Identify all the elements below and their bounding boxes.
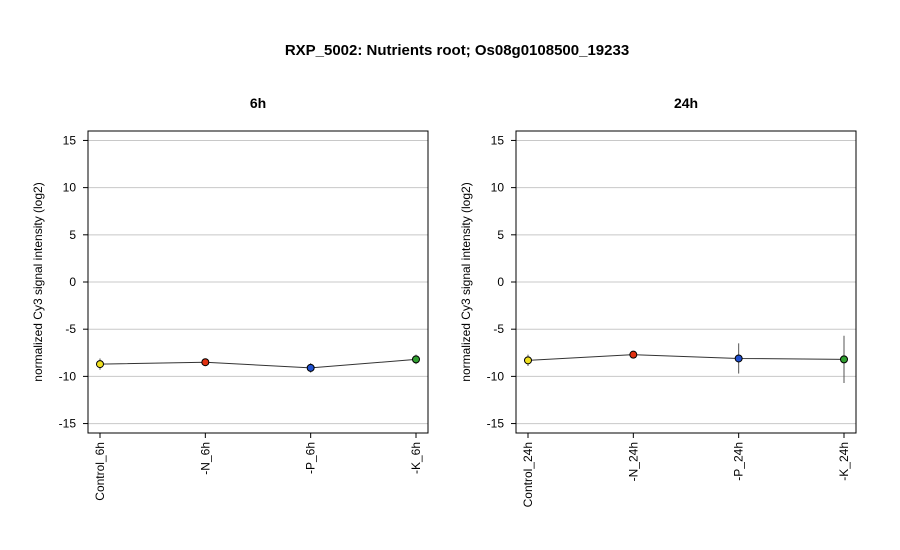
y-tick-label: -15 [487, 417, 505, 431]
y-tick-label: -10 [487, 369, 505, 383]
x-tick-label: Control_6h [93, 442, 107, 501]
data-point [306, 363, 315, 372]
y-tick-label: 0 [69, 275, 76, 289]
y-tick-label: -5 [493, 322, 504, 336]
y-tick-label: 15 [491, 133, 505, 147]
data-point [412, 355, 420, 364]
y-tick-label: 5 [69, 228, 76, 242]
x-tick-label: -K_6h [409, 442, 423, 474]
x-tick-label: -N_24h [626, 442, 640, 481]
y-tick-label: 0 [497, 275, 504, 289]
x-tick-label: -K_24h [837, 442, 851, 481]
y-tick-label: -15 [59, 417, 77, 431]
y-axis-label: normalized Cy3 signal intensity (log2) [459, 182, 473, 381]
data-point [840, 355, 848, 364]
main-title: RXP_5002: Nutrients root; Os08g0108500_1… [285, 42, 629, 59]
y-tick-label: 5 [497, 228, 504, 242]
data-point [201, 358, 210, 367]
x-tick-label: -P_24h [732, 442, 746, 481]
y-tick-label: -10 [59, 369, 77, 383]
y-tick-label: -5 [65, 322, 76, 336]
data-point [734, 354, 743, 363]
data-point [524, 356, 532, 365]
series-line [527, 354, 845, 361]
y-tick-label: 15 [63, 133, 77, 147]
panel-title: 24h [674, 95, 698, 111]
y-tick-label: 10 [491, 181, 505, 195]
y-tick-label: 10 [63, 181, 77, 195]
data-point [96, 360, 104, 369]
panel-24h: 24h 15 10 5 0 -5 -10 -15 normalized Cy3 signal i… [459, 95, 857, 507]
x-tick-label: -P_6h [304, 442, 318, 474]
panel-6h: 6h 15 10 5 0 -5 -10 -15 normalized Cy3 signal in… [31, 95, 429, 501]
series-line [99, 358, 417, 369]
panel-title: 6h [250, 95, 266, 111]
data-point [629, 350, 638, 359]
x-tick-label: Control_24h [521, 442, 535, 507]
y-axis-label: normalized Cy3 signal intensity (log2) [31, 182, 45, 381]
x-tick-label: -N_6h [198, 442, 212, 475]
